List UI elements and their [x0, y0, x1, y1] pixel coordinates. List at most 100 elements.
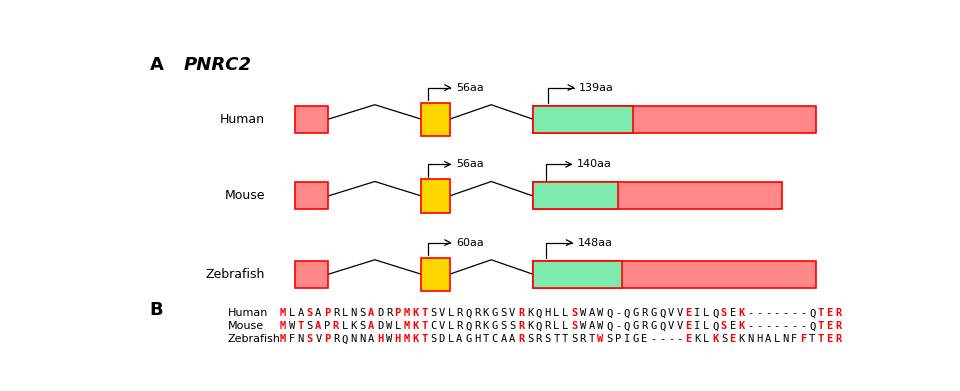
- Text: I: I: [624, 334, 630, 344]
- Text: E: E: [730, 308, 736, 318]
- Text: R: R: [474, 321, 480, 331]
- Text: A: A: [588, 321, 595, 331]
- Text: R: R: [641, 308, 648, 318]
- Text: S: S: [359, 308, 366, 318]
- Text: K: K: [412, 334, 419, 344]
- Text: V: V: [509, 308, 516, 318]
- Text: A: A: [588, 308, 595, 318]
- Text: W: W: [597, 321, 604, 331]
- Text: Mouse: Mouse: [225, 190, 265, 203]
- Text: L: L: [395, 321, 401, 331]
- Text: W: W: [597, 334, 604, 344]
- Text: C: C: [492, 334, 498, 344]
- Text: PNRC2: PNRC2: [183, 56, 252, 74]
- Text: R: R: [333, 334, 339, 344]
- Text: I: I: [694, 321, 701, 331]
- FancyBboxPatch shape: [533, 261, 816, 288]
- Text: R: R: [333, 308, 339, 318]
- Text: F: F: [791, 334, 798, 344]
- Text: Q: Q: [809, 308, 815, 318]
- Text: R: R: [536, 334, 541, 344]
- Text: M: M: [403, 321, 410, 331]
- Text: L: L: [447, 321, 454, 331]
- Text: T: T: [421, 308, 427, 318]
- Text: H: H: [544, 308, 551, 318]
- Text: Q: Q: [712, 321, 718, 331]
- Text: C: C: [430, 321, 436, 331]
- Text: Zebrafish: Zebrafish: [205, 268, 265, 281]
- FancyBboxPatch shape: [421, 179, 449, 213]
- Text: T: T: [483, 334, 489, 344]
- Text: A: A: [368, 321, 374, 331]
- Text: S: S: [509, 321, 516, 331]
- Text: E: E: [827, 308, 833, 318]
- Text: K: K: [412, 308, 419, 318]
- Text: -: -: [650, 334, 657, 344]
- Text: R: R: [518, 308, 524, 318]
- Text: Mouse: Mouse: [228, 321, 264, 331]
- Text: L: L: [289, 308, 295, 318]
- Text: E: E: [685, 308, 692, 318]
- Text: G: G: [633, 334, 638, 344]
- Text: B: B: [150, 301, 163, 319]
- FancyBboxPatch shape: [533, 106, 816, 133]
- Text: -: -: [782, 308, 789, 318]
- Text: -: -: [765, 321, 771, 331]
- Text: W: W: [580, 321, 586, 331]
- Text: Q: Q: [660, 308, 665, 318]
- Text: L: L: [553, 308, 560, 318]
- Text: E: E: [685, 334, 692, 344]
- Text: Zebrafish: Zebrafish: [228, 334, 281, 344]
- Text: K: K: [483, 308, 489, 318]
- Text: Q: Q: [624, 321, 630, 331]
- Text: G: G: [650, 321, 657, 331]
- FancyBboxPatch shape: [295, 106, 328, 133]
- Text: L: L: [703, 321, 709, 331]
- Text: A: A: [500, 334, 507, 344]
- Text: K: K: [350, 321, 357, 331]
- FancyBboxPatch shape: [533, 261, 622, 288]
- Text: L: L: [563, 308, 568, 318]
- Text: V: V: [668, 308, 674, 318]
- Text: V: V: [439, 321, 444, 331]
- Text: I: I: [694, 308, 701, 318]
- Text: Q: Q: [606, 321, 612, 331]
- Text: N: N: [782, 334, 789, 344]
- Text: K: K: [738, 308, 745, 318]
- FancyBboxPatch shape: [533, 182, 618, 210]
- Text: R: R: [835, 334, 842, 344]
- Text: S: S: [571, 308, 577, 318]
- Text: R: R: [835, 308, 842, 318]
- Text: G: G: [492, 308, 498, 318]
- Text: N: N: [298, 334, 304, 344]
- Text: T: T: [818, 321, 824, 331]
- Text: H: H: [395, 334, 401, 344]
- Text: -: -: [791, 308, 798, 318]
- Text: A: A: [509, 334, 516, 344]
- Text: R: R: [544, 321, 551, 331]
- Text: E: E: [730, 321, 736, 331]
- Text: M: M: [280, 334, 286, 344]
- Text: S: S: [306, 321, 313, 331]
- Text: A: A: [765, 334, 771, 344]
- Text: K: K: [712, 334, 718, 344]
- Text: P: P: [324, 334, 330, 344]
- Text: -: -: [747, 308, 754, 318]
- Text: W: W: [386, 334, 392, 344]
- Text: V: V: [439, 308, 444, 318]
- Text: A: A: [456, 334, 463, 344]
- Text: E: E: [827, 334, 833, 344]
- Text: L: L: [553, 321, 560, 331]
- Text: L: L: [563, 321, 568, 331]
- Text: H: H: [377, 334, 383, 344]
- Text: G: G: [650, 308, 657, 318]
- FancyBboxPatch shape: [421, 102, 449, 136]
- Text: P: P: [324, 308, 330, 318]
- Text: -: -: [615, 308, 621, 318]
- Text: L: L: [447, 308, 454, 318]
- Text: R: R: [474, 308, 480, 318]
- Text: -: -: [774, 308, 780, 318]
- Text: Q: Q: [465, 321, 471, 331]
- Text: S: S: [571, 334, 577, 344]
- Text: S: S: [500, 308, 507, 318]
